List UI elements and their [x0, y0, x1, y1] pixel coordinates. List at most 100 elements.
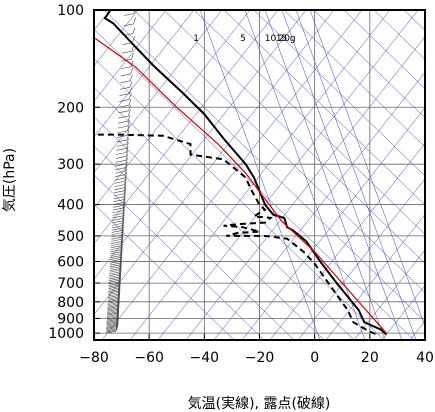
- wind-barb: [122, 33, 134, 36]
- adiabat-line: [103, 10, 425, 322]
- mixing-ratio-label: 20g: [278, 34, 295, 44]
- x-tick-label: −20: [245, 350, 275, 366]
- wind-barb: [110, 247, 121, 251]
- wind-barb-flag: [118, 270, 122, 278]
- wind-barb: [105, 330, 117, 334]
- wind-barb-flag: [118, 267, 122, 274]
- wind-barb: [109, 261, 121, 264]
- x-tick-label: 20: [361, 350, 379, 366]
- wind-barb-flag: [124, 165, 128, 172]
- y-tick-label: 700: [57, 276, 84, 292]
- isotherm-line: [185, 36, 425, 340]
- wind-barb-flag: [122, 212, 125, 219]
- temperature-line: [103, 10, 388, 336]
- adiabat-line: [94, 87, 355, 340]
- wind-barb-flag: [122, 209, 125, 217]
- mixing-ratio-line: [295, 10, 417, 340]
- wind-barb: [111, 234, 122, 238]
- mixing-ratio-label: 1: [193, 34, 199, 44]
- wind-barb-flag: [127, 120, 130, 127]
- wind-barb: [109, 271, 120, 275]
- wind-barb: [111, 227, 122, 231]
- wind-barb: [106, 319, 117, 322]
- wind-barb-flag: [116, 314, 119, 321]
- wind-barb-flag: [131, 53, 134, 60]
- adiabat-line: [343, 10, 425, 89]
- wind-barb: [108, 281, 119, 285]
- wind-barb: [117, 130, 128, 134]
- wind-barb-flag: [126, 133, 130, 141]
- adiabat-line: [94, 203, 235, 340]
- wind-barb: [107, 296, 119, 300]
- wind-barb-flag: [122, 204, 126, 211]
- wind-barb: [107, 302, 118, 305]
- wind-barb-flag: [123, 187, 127, 194]
- wind-barb: [109, 264, 120, 268]
- y-tick-label: 900: [57, 311, 84, 327]
- wind-barb: [121, 50, 133, 54]
- wind-barb: [106, 317, 117, 321]
- wind-barb-flag: [121, 222, 125, 229]
- adiabat-line: [313, 10, 425, 119]
- mixing-ratio-line: [199, 10, 321, 340]
- wind-barb: [115, 160, 126, 163]
- wind-barb-flag: [116, 315, 119, 322]
- wind-barb-flag: [121, 217, 125, 224]
- wind-barb: [122, 42, 133, 45]
- wind-barb-flag: [118, 283, 121, 290]
- wind-barb: [114, 174, 125, 178]
- wind-barb: [113, 190, 125, 194]
- wind-barb: [107, 305, 118, 308]
- wind-barb-flag: [132, 27, 136, 34]
- wind-barb: [113, 202, 124, 205]
- isotherm-line: [157, 10, 419, 340]
- wind-barb-flag: [125, 146, 129, 153]
- wind-barb: [106, 327, 117, 331]
- wind-barb: [113, 193, 124, 197]
- isotherm-line: [241, 107, 425, 340]
- wind-barb: [113, 196, 124, 200]
- wind-barb: [117, 125, 128, 129]
- mixing-ratio-line: [281, 10, 403, 340]
- mixing-ratio-line: [244, 10, 366, 340]
- wind-barb: [115, 170, 126, 174]
- wind-barb-flag: [133, 17, 136, 24]
- wind-barb-flag: [123, 184, 127, 191]
- wind-barb: [116, 148, 127, 151]
- wind-barb: [106, 314, 118, 317]
- wind-barb-flag: [118, 272, 122, 279]
- wind-barb: [112, 220, 123, 224]
- wind-barb-flag: [121, 231, 124, 238]
- wind-barb: [112, 223, 123, 226]
- wind-barb: [120, 80, 131, 84]
- wind-barb: [107, 303, 118, 307]
- wind-barb: [108, 286, 119, 289]
- wind-barb-flag: [120, 247, 123, 254]
- wind-barb: [114, 187, 125, 191]
- wind-barb: [111, 239, 122, 242]
- wind-barb: [110, 245, 121, 249]
- isotherm-line: [94, 10, 307, 280]
- wind-barb-flag: [118, 277, 122, 284]
- wind-barb-flag: [116, 318, 119, 325]
- wind-barb: [112, 213, 123, 216]
- wind-barb: [106, 315, 117, 319]
- wind-barb: [106, 322, 117, 326]
- wind-barb-flag: [123, 181, 127, 188]
- wind-barb: [116, 143, 127, 147]
- wind-barb-flag: [128, 99, 132, 106]
- wind-barb-flag: [125, 161, 128, 168]
- mixing-ratio-line: [264, 10, 386, 340]
- wind-barb-flag: [125, 154, 129, 161]
- wind-barb-flag: [117, 289, 121, 296]
- wind-barb-flag: [117, 293, 121, 300]
- wind-barb: [109, 273, 120, 276]
- wind-barb: [107, 298, 118, 301]
- wind-barb-flag: [129, 87, 132, 94]
- wind-barb-flag: [121, 214, 125, 222]
- wind-barb: [106, 320, 117, 323]
- wind-barb: [119, 99, 130, 102]
- wind-barb-flag: [127, 115, 131, 122]
